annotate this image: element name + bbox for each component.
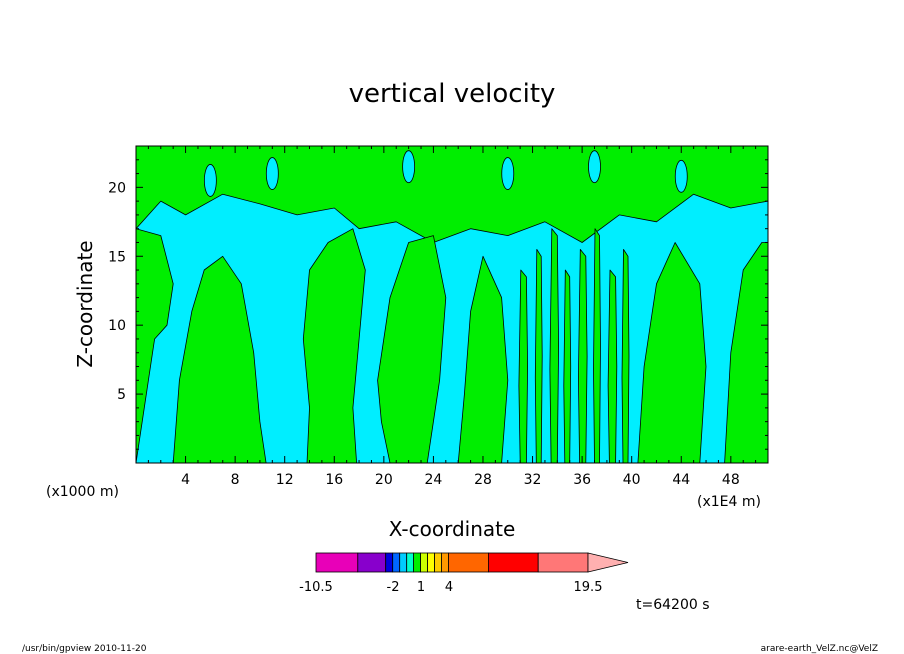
x-tick-label: 20 (375, 472, 393, 488)
positive-region (172, 255, 267, 463)
x-axis: 4 8 12 16 20 24 28 32 36 40 44 48 (147, 146, 757, 488)
colorbar-segment (406, 552, 415, 573)
positive-region (621, 249, 630, 463)
colorbar-segment (392, 552, 401, 573)
colorbar-label: -10.5 (299, 580, 333, 595)
positive-region (518, 269, 528, 463)
negative-cell (501, 157, 515, 190)
colorbar-arrow (587, 552, 629, 573)
colorbar-segment (434, 552, 443, 573)
colorbar-label: 19.5 (574, 580, 603, 595)
positive-region (578, 249, 588, 463)
y-tick-label: 15 (108, 249, 126, 265)
colorbar-segment (537, 552, 589, 573)
colorbar-segment (420, 552, 429, 573)
footer-left: /usr/bin/gpview 2010-11-20 (22, 644, 147, 654)
colorbar-segment (441, 552, 449, 573)
colorbar-label: 1 (417, 580, 425, 595)
y-axis: 5 10 15 20 (108, 159, 768, 450)
x-tick-label: 36 (573, 472, 591, 488)
colorbar-segment (487, 552, 539, 573)
chart-title: vertical velocity (349, 79, 556, 109)
negative-cell (674, 159, 688, 193)
colorbar-labels: -10.5 -2 1 4 19.5 (299, 580, 602, 595)
positive-region (302, 228, 366, 463)
colorbar-segment (399, 552, 408, 573)
x-tick-label: 4 (181, 472, 190, 488)
x-axis-title: X-coordinate (389, 517, 516, 541)
plot-frame (135, 145, 769, 464)
x-tick-label: 44 (672, 472, 690, 488)
y-tick-label: 20 (108, 180, 126, 196)
positive-region (637, 242, 707, 463)
positive-region (377, 235, 447, 463)
x-multiplier-label: (x1E4 m) (697, 494, 761, 510)
x-tick-label: 16 (325, 472, 343, 488)
positive-region (563, 269, 572, 463)
positive-region (549, 228, 559, 463)
colorbar (315, 552, 629, 573)
negative-cell (402, 150, 416, 184)
colorbar-segment (448, 552, 489, 573)
positive-region (457, 255, 509, 463)
positive-region (607, 269, 618, 463)
x-tick-label: 40 (623, 472, 641, 488)
x-tick-label: 8 (231, 472, 240, 488)
velocity-field (136, 146, 768, 463)
colorbar-segment (413, 552, 422, 573)
y-tick-label: 10 (108, 318, 126, 334)
positive-region (534, 249, 543, 463)
y-tick-label: 5 (117, 387, 126, 403)
y-axis-title: Z-coordinate (73, 240, 97, 367)
time-label: t=64200 s (636, 597, 710, 613)
colorbar-segment (357, 552, 387, 573)
positive-region (136, 146, 768, 243)
negative-cell (203, 164, 217, 197)
colorbar-label: 4 (445, 580, 453, 595)
x-tick-label: 48 (722, 472, 740, 488)
x-tick-label: 12 (276, 472, 294, 488)
negative-cell (588, 150, 601, 184)
positive-region (724, 242, 768, 463)
x-tick-label: 24 (424, 472, 442, 488)
x-tick-label: 28 (474, 472, 492, 488)
footer-right: arare-earth_VelZ.nc@VelZ (761, 644, 878, 654)
x-unit-label: (x1000 m) (46, 484, 119, 500)
colorbar-segment (427, 552, 436, 573)
colorbar-segment (315, 552, 359, 573)
x-tick-label: 32 (524, 472, 542, 488)
positive-region (593, 228, 601, 463)
colorbar-segment (385, 552, 394, 573)
colorbar-label: -2 (387, 580, 400, 595)
negative-cell (265, 157, 279, 190)
